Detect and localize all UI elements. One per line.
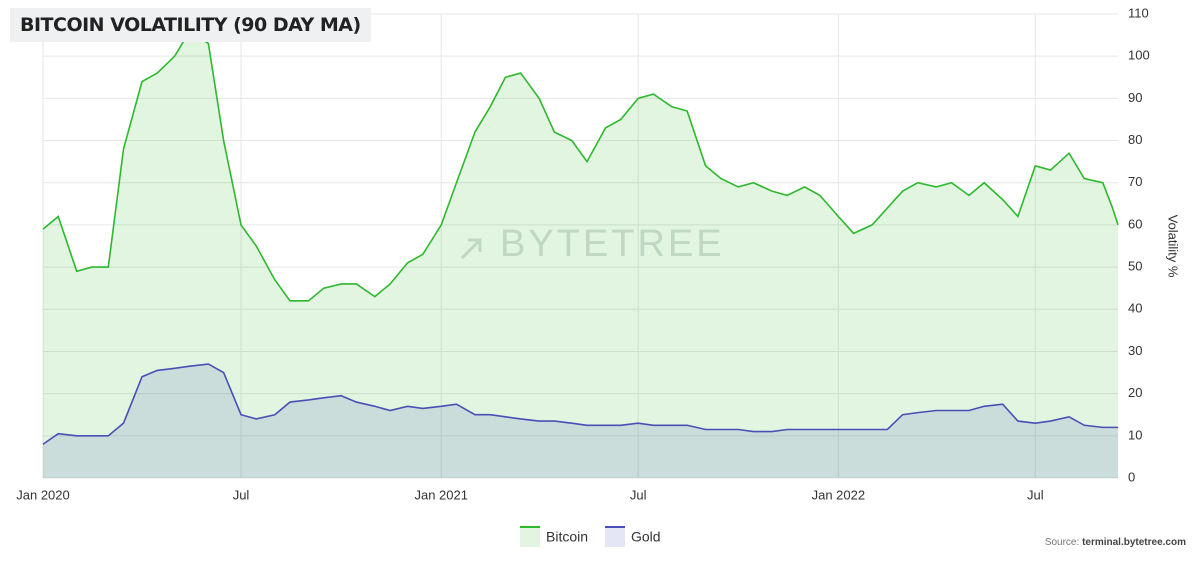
legend-swatch [520,527,540,547]
legend-label: Bitcoin [546,529,588,545]
y-tick-label: 0 [1128,469,1135,484]
y-tick-label: 80 [1128,132,1142,147]
legend-label: Gold [631,529,661,545]
y-tick-label: 30 [1128,343,1142,358]
area-fill [43,364,1118,478]
watermark: BYTETREE [500,223,725,265]
y-tick-label: 90 [1128,90,1142,105]
x-tick-label: Jul [1027,487,1044,502]
y-tick-label: 100 [1128,48,1150,63]
y-tick-label: 110 [1128,5,1149,20]
y-tick-label: 20 [1128,385,1142,400]
y-tick-label: 50 [1128,259,1142,274]
legend-swatch [605,527,625,547]
y-tick-label: 60 [1128,216,1142,231]
x-tick-label: Jul [630,487,647,502]
x-tick-label: Jul [233,487,250,502]
line [42,363,1118,445]
source: Source: terminal.bytetree.com [1045,537,1186,548]
line [42,29,1119,302]
source-url: terminal.bytetree.com [1082,537,1186,548]
y-tick-label: 40 [1128,301,1142,316]
x-tick-label: Jan 2021 [414,487,468,502]
area-fill [43,30,1118,478]
x-tick-label: Jan 2022 [812,487,866,502]
y-tick-label: 10 [1128,427,1142,442]
y-axis-label: Volatility % [1166,215,1181,278]
x-tick-label: Jan 2020 [16,487,70,502]
source-label: Source: [1044,537,1080,548]
chart-title: BITCOIN VOLATILITY (90 DAY MA) [10,8,371,42]
y-tick-label: 70 [1128,174,1142,189]
watermark-icon [460,238,482,260]
